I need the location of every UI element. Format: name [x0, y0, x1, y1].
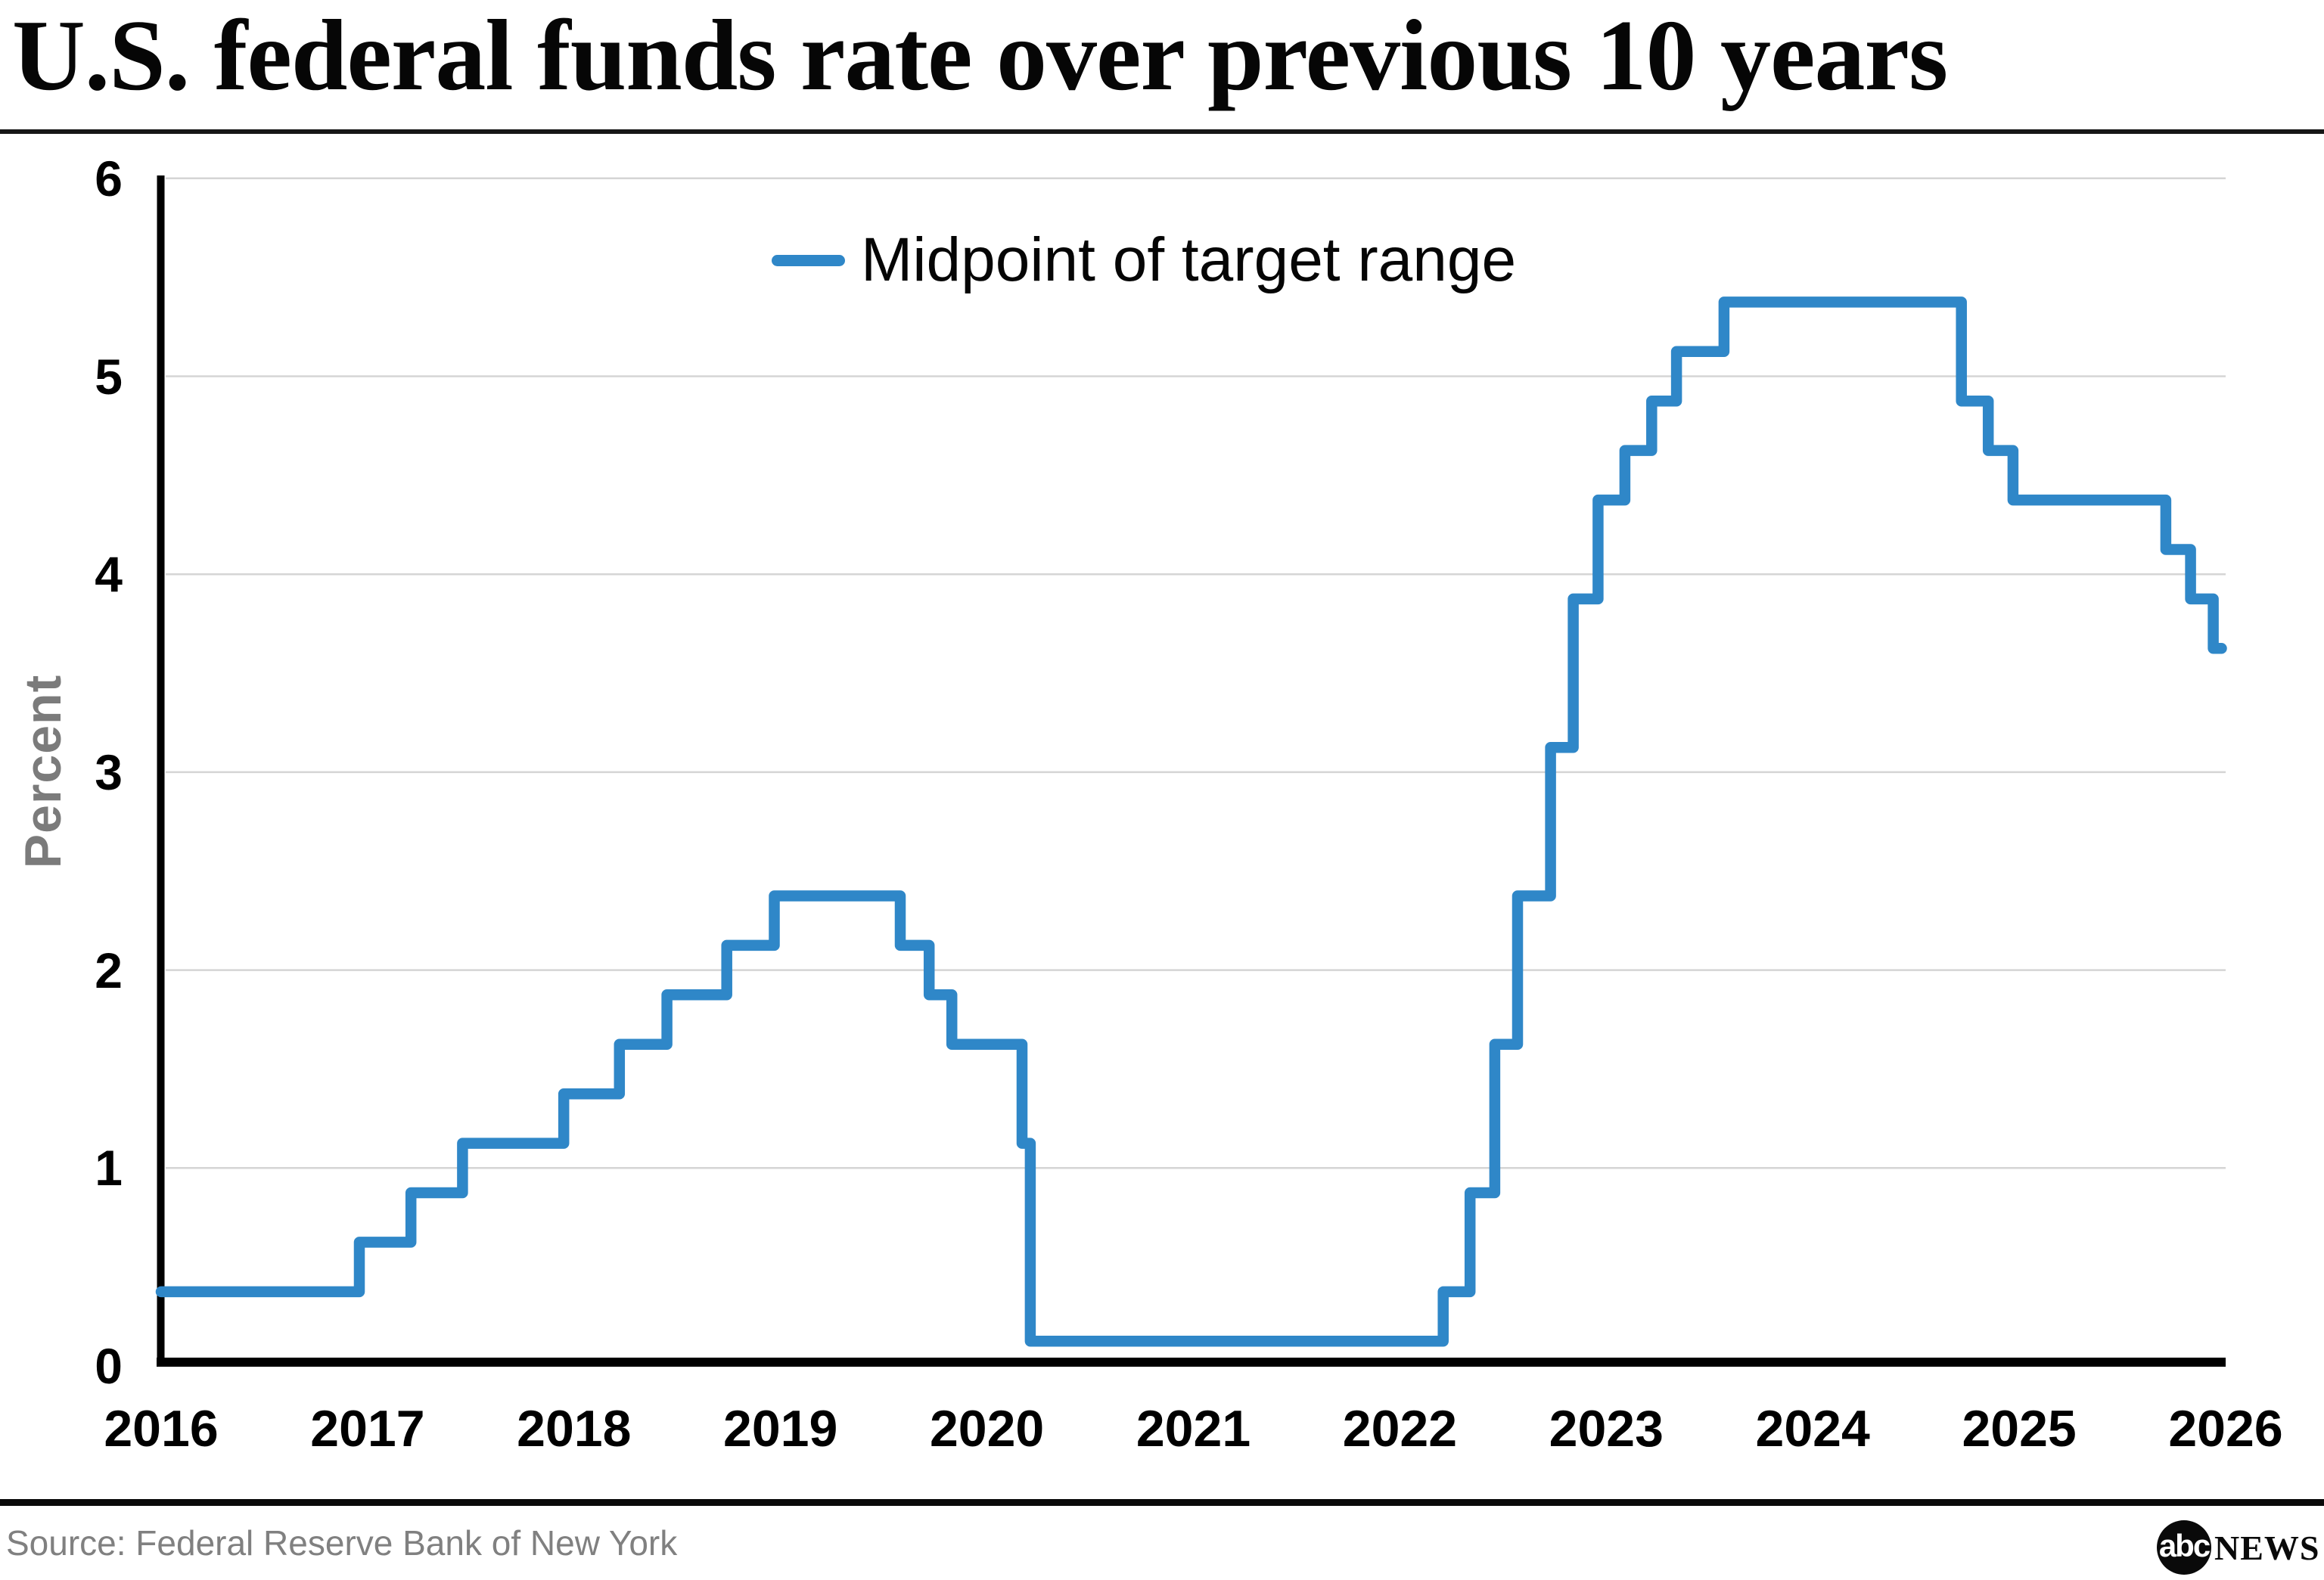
x-tick-label-2021: 2021 [1136, 1400, 1251, 1457]
x-tick-label-2024: 2024 [1755, 1400, 1870, 1457]
abc-logo-text: abc [2158, 1528, 2211, 1563]
x-tick-label-2022: 2022 [1342, 1400, 1458, 1457]
title-divider [0, 129, 2324, 134]
y-tick-label-1: 1 [95, 1140, 123, 1197]
y-tick-label-5: 5 [95, 348, 123, 405]
y-tick-label-4: 4 [95, 546, 123, 603]
x-tick-label-2026: 2026 [2168, 1400, 2283, 1457]
gridlines [166, 177, 2226, 1169]
fed-funds-step-line [155, 296, 2227, 1347]
y-tick-label-2: 2 [95, 942, 123, 998]
y-tick-label-6: 6 [95, 150, 123, 206]
legend-line-swatch [772, 254, 845, 266]
x-tick-label-2025: 2025 [1962, 1400, 2077, 1457]
x-tick-label-2017: 2017 [310, 1400, 425, 1457]
legend-label: Midpoint of target range [861, 225, 1517, 294]
abc-news-logo: abc NEWS [2157, 1520, 2319, 1575]
x-tick-label-2019: 2019 [723, 1400, 838, 1457]
x-tick-label-2018: 2018 [517, 1400, 632, 1457]
footer-divider [0, 1499, 2324, 1506]
x-tick-label-2016: 2016 [104, 1400, 219, 1457]
x-tick-label-2023: 2023 [1549, 1400, 1664, 1457]
page-title: U.S. federal funds rate over previous 10… [12, 0, 1948, 111]
legend: Midpoint of target range [772, 225, 1516, 295]
abc-logo-circle: abc [2157, 1520, 2211, 1575]
source-credit: Source: Federal Reserve Bank of New York [6, 1523, 678, 1563]
y-tick-label-3: 3 [95, 743, 123, 800]
news-wordmark: NEWS [2214, 1528, 2320, 1567]
y-tick-label-0: 0 [95, 1338, 123, 1394]
x-tick-label-2020: 2020 [929, 1400, 1045, 1457]
